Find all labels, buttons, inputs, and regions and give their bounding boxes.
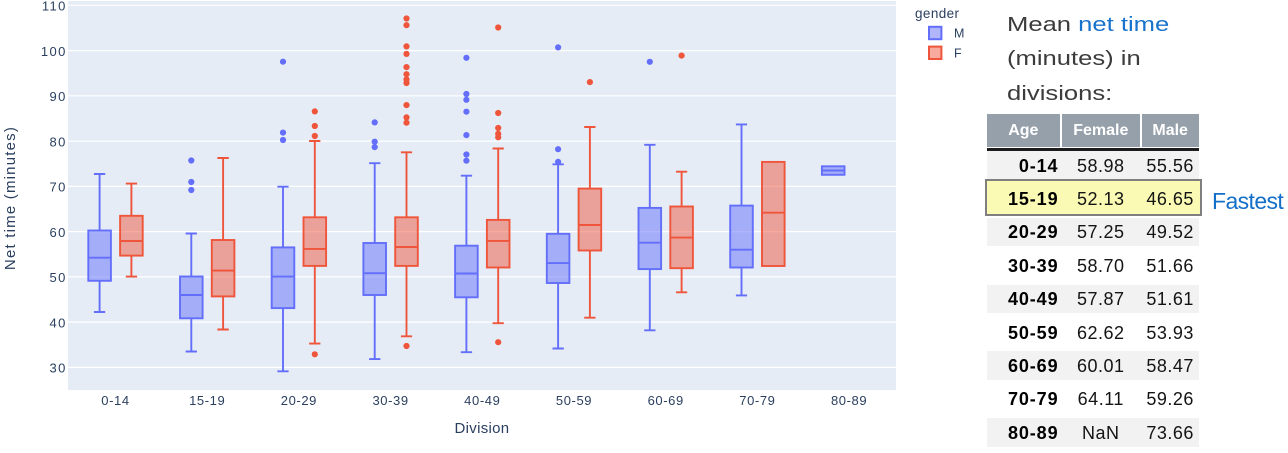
svg-text:30-39: 30-39	[372, 393, 408, 408]
svg-text:100: 100	[41, 44, 67, 59]
svg-text:20-29: 20-29	[281, 393, 317, 408]
svg-text:Division: Division	[455, 420, 510, 437]
svg-text:40: 40	[50, 315, 67, 330]
svg-text:70: 70	[50, 180, 67, 195]
svg-text:80: 80	[50, 134, 67, 149]
svg-text:30: 30	[50, 361, 67, 376]
svg-text:50-59: 50-59	[556, 393, 592, 408]
svg-text:Net time (minutes): Net time (minutes)	[2, 126, 19, 270]
svg-text:M: M	[954, 27, 964, 41]
svg-text:60-69: 60-69	[648, 393, 684, 408]
svg-text:90: 90	[50, 89, 67, 104]
svg-text:60: 60	[50, 225, 67, 240]
svg-text:15-19: 15-19	[189, 393, 225, 408]
svg-text:0-14: 0-14	[101, 393, 129, 408]
svg-text:F: F	[954, 46, 962, 60]
svg-text:40-49: 40-49	[464, 393, 500, 408]
svg-text:70-79: 70-79	[739, 393, 775, 408]
svg-text:gender: gender	[915, 6, 960, 21]
svg-text:80-89: 80-89	[831, 393, 867, 408]
svg-text:50: 50	[50, 270, 67, 285]
svg-text:110: 110	[42, 0, 67, 14]
